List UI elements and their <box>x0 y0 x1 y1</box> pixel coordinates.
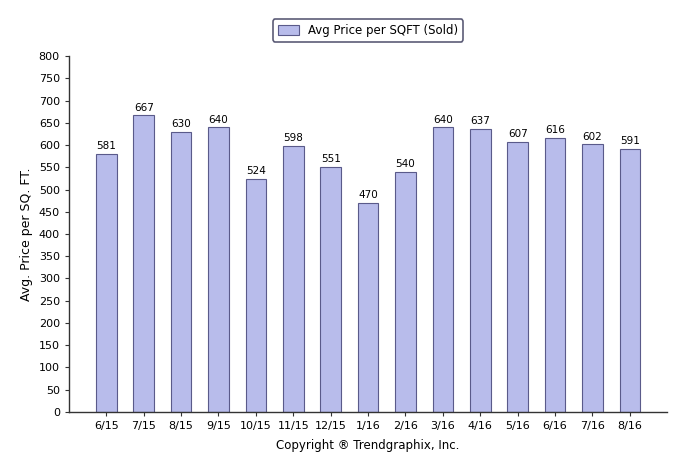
Text: 591: 591 <box>620 136 640 146</box>
Bar <box>358 203 378 412</box>
Bar <box>171 132 191 412</box>
Text: 616: 616 <box>545 125 565 135</box>
Bar <box>620 149 640 412</box>
Text: 598: 598 <box>283 133 303 143</box>
Bar <box>96 154 116 412</box>
Text: 551: 551 <box>321 154 341 164</box>
Bar <box>545 138 566 412</box>
Bar <box>470 129 491 412</box>
Legend: Avg Price per SQFT (Sold): Avg Price per SQFT (Sold) <box>273 19 463 42</box>
Text: 581: 581 <box>96 141 116 151</box>
Bar <box>321 167 341 412</box>
Text: 607: 607 <box>508 129 528 139</box>
Text: 637: 637 <box>471 116 491 126</box>
Bar <box>433 127 453 412</box>
X-axis label: Copyright ® Trendgraphix, Inc.: Copyright ® Trendgraphix, Inc. <box>277 439 460 452</box>
Text: 540: 540 <box>396 159 416 169</box>
Bar <box>507 142 528 412</box>
Text: 524: 524 <box>246 166 266 176</box>
Bar <box>208 127 229 412</box>
Bar <box>133 115 154 412</box>
Text: 470: 470 <box>358 190 378 200</box>
Bar <box>246 179 266 412</box>
Bar <box>395 172 416 412</box>
Bar <box>283 146 303 412</box>
Text: 630: 630 <box>171 119 191 129</box>
Text: 640: 640 <box>208 115 228 124</box>
Y-axis label: Avg. Price per SQ. FT.: Avg. Price per SQ. FT. <box>20 167 33 301</box>
Text: 602: 602 <box>583 132 603 141</box>
Text: 667: 667 <box>133 102 153 113</box>
Text: 640: 640 <box>433 115 453 124</box>
Bar <box>582 144 603 412</box>
